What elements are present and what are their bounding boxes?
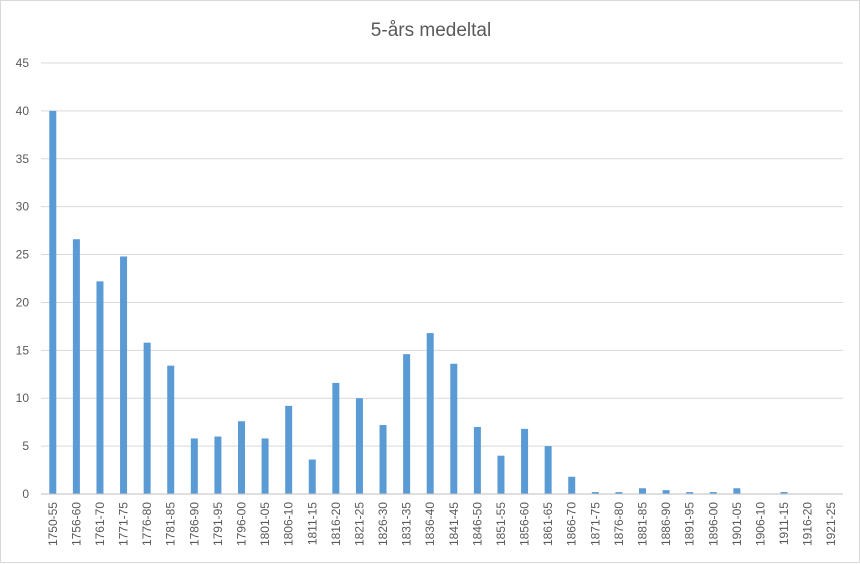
bar	[261, 438, 269, 494]
bar	[733, 488, 741, 494]
bar	[544, 446, 552, 494]
x-tick-label: 1871-75	[588, 502, 602, 546]
bar	[214, 436, 222, 494]
x-tick-label: 1791-95	[211, 502, 225, 546]
bars	[49, 110, 788, 494]
bar	[497, 455, 505, 494]
bar	[72, 239, 80, 494]
x-tick-label: 1891-95	[683, 502, 697, 546]
x-tick-label: 1776-80	[140, 502, 154, 546]
y-tick-label: 20	[16, 295, 30, 309]
x-tick-label: 1856-60	[518, 502, 532, 546]
x-tick-label: 1750-55	[46, 502, 60, 546]
x-tick-label: 1806-10	[282, 502, 296, 546]
bar	[332, 382, 340, 494]
y-tick-label: 45	[16, 56, 30, 70]
y-axis-ticks: 0 5 10 15 20 25 30 35 40 45	[16, 56, 30, 501]
x-tick-label: 1901-05	[730, 502, 744, 546]
x-tick-label: 1781-85	[164, 502, 178, 546]
x-tick-label: 1826-30	[376, 502, 390, 546]
bar	[591, 492, 599, 494]
bar	[568, 476, 576, 494]
x-tick-label: 1831-35	[400, 502, 414, 546]
x-tick-label: 1771-75	[117, 502, 131, 546]
x-tick-label: 1881-85	[636, 502, 650, 546]
x-tick-label: 1786-90	[187, 502, 201, 546]
y-tick-label: 0	[22, 487, 29, 501]
y-tick-label: 30	[16, 200, 30, 214]
x-tick-label: 1796-00	[235, 502, 249, 546]
x-tick-label: 1906-10	[753, 502, 767, 546]
x-tick-label: 1911-15	[777, 502, 791, 545]
x-tick-label: 1836-40	[423, 502, 437, 546]
x-tick-label: 1876-80	[612, 502, 626, 546]
x-tick-label: 1851-55	[494, 502, 508, 546]
bar	[167, 365, 175, 494]
bar	[49, 110, 57, 494]
bar	[615, 492, 623, 494]
y-tick-label: 35	[16, 152, 30, 166]
x-tick-label: 1756-60	[69, 502, 83, 546]
y-tick-label: 40	[16, 104, 30, 118]
x-tick-label: 1761-70	[93, 502, 107, 546]
bar	[473, 426, 481, 494]
x-tick-label: 1846-50	[470, 502, 484, 546]
x-tick-label: 1801-05	[258, 502, 272, 546]
x-axis-ticks: 1750-55 1756-60 1761-70 1771-75 1776-80 1781-…	[46, 502, 838, 546]
bar	[426, 333, 434, 494]
bar	[662, 490, 670, 494]
bar	[403, 354, 411, 494]
x-tick-label: 1841-45	[447, 502, 461, 546]
x-tick-label: 1921-25	[824, 502, 838, 546]
bar	[238, 421, 245, 494]
x-tick-label: 1861-65	[541, 502, 555, 546]
bar	[143, 342, 151, 494]
bar	[686, 492, 694, 494]
bar	[521, 428, 529, 494]
bar	[379, 425, 387, 494]
bar	[120, 256, 128, 494]
bar	[285, 405, 293, 494]
bar	[355, 398, 363, 494]
x-tick-label: 1811-15	[305, 502, 319, 545]
y-tick-label: 10	[16, 391, 30, 405]
bar	[450, 363, 458, 494]
x-tick-label: 1916-20	[801, 502, 815, 546]
y-tick-label: 15	[16, 343, 30, 357]
y-tick-label: 5	[22, 439, 29, 453]
chart-title: 5-års medeltal	[371, 20, 491, 41]
gridlines	[41, 62, 843, 447]
x-tick-label: 1886-90	[659, 502, 673, 546]
bar	[780, 492, 788, 494]
bar	[709, 492, 717, 494]
bar	[96, 281, 104, 494]
y-tick-label: 25	[16, 248, 30, 262]
x-tick-label: 1866-70	[565, 502, 579, 546]
x-tick-label: 1896-00	[706, 502, 720, 546]
bar	[639, 488, 646, 494]
x-tick-label: 1821-25	[352, 502, 366, 546]
bar	[190, 438, 198, 494]
x-tick-label: 1816-20	[329, 502, 343, 546]
bar	[308, 459, 316, 494]
